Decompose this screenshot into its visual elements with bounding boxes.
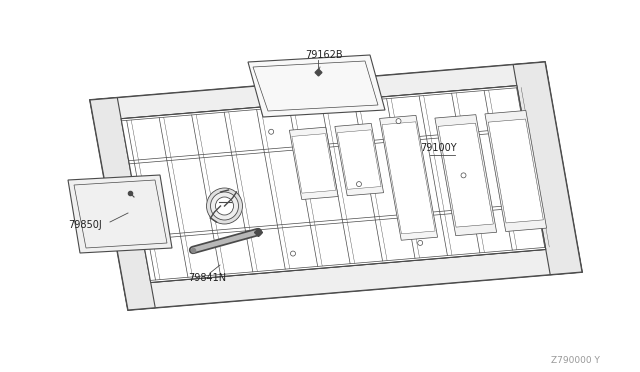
Circle shape — [147, 199, 152, 204]
Polygon shape — [337, 130, 381, 189]
Text: 79841N: 79841N — [188, 273, 226, 283]
Text: 79100Y: 79100Y — [420, 143, 456, 153]
Polygon shape — [68, 175, 172, 253]
Polygon shape — [485, 110, 547, 231]
Polygon shape — [289, 127, 338, 199]
Circle shape — [418, 240, 422, 246]
Circle shape — [269, 129, 274, 134]
Polygon shape — [488, 119, 543, 223]
Polygon shape — [292, 134, 335, 193]
Polygon shape — [382, 122, 435, 234]
Polygon shape — [90, 98, 156, 310]
Polygon shape — [74, 180, 167, 248]
Polygon shape — [380, 115, 438, 240]
Polygon shape — [90, 62, 582, 310]
Circle shape — [211, 192, 239, 220]
Polygon shape — [248, 55, 385, 117]
Polygon shape — [121, 86, 546, 282]
Text: 79162B: 79162B — [305, 50, 342, 60]
Circle shape — [207, 188, 243, 224]
Polygon shape — [124, 247, 582, 310]
Polygon shape — [435, 115, 497, 236]
Text: 79850J: 79850J — [68, 220, 102, 230]
Polygon shape — [513, 62, 582, 275]
Circle shape — [461, 173, 466, 178]
Polygon shape — [438, 123, 493, 227]
Circle shape — [291, 251, 296, 256]
Polygon shape — [253, 61, 378, 111]
Circle shape — [396, 119, 401, 124]
Circle shape — [216, 197, 234, 215]
Polygon shape — [90, 62, 548, 121]
Circle shape — [356, 182, 362, 187]
Text: Z790000 Y: Z790000 Y — [551, 356, 600, 365]
Polygon shape — [335, 124, 383, 196]
